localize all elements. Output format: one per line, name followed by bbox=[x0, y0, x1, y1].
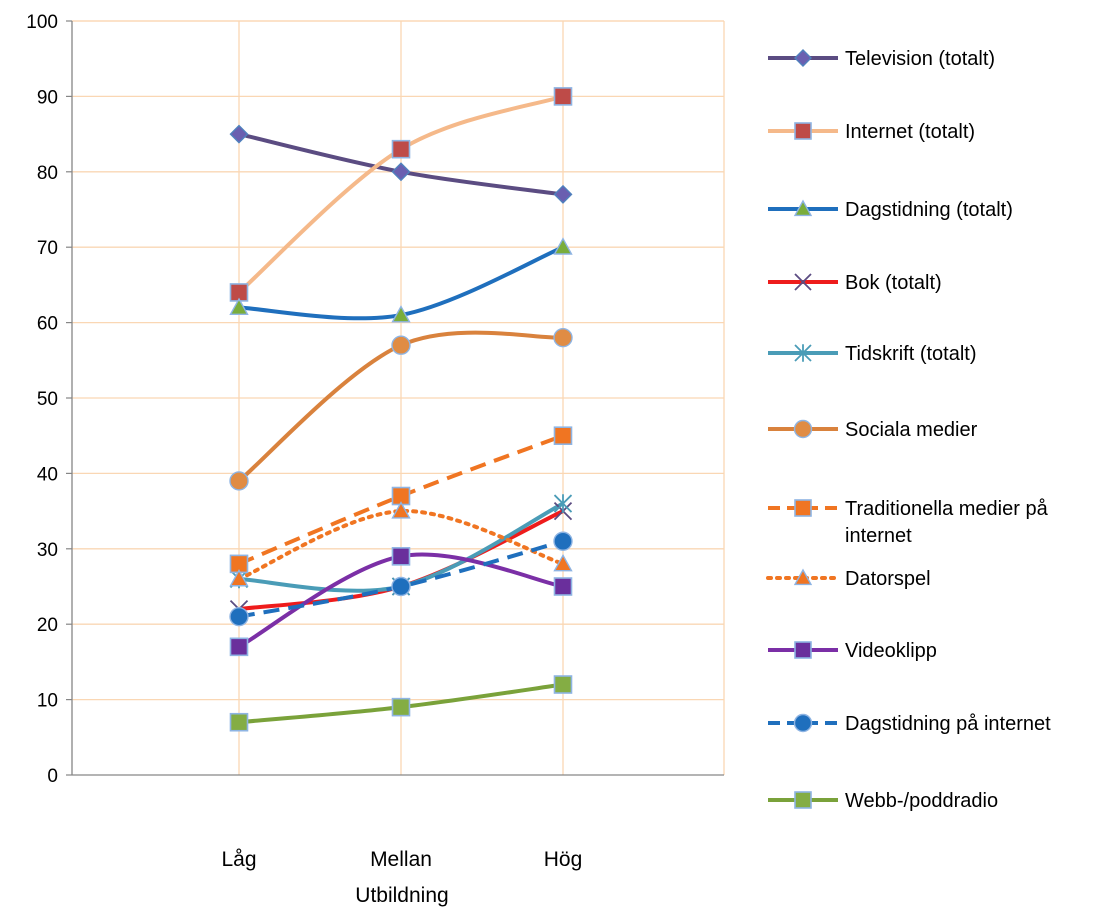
legend-label: Dagstidning (totalt) bbox=[845, 199, 1013, 221]
data-point bbox=[391, 501, 411, 519]
legend-marker bbox=[794, 641, 812, 659]
data-point bbox=[553, 327, 573, 348]
data-point bbox=[553, 494, 573, 513]
x-axis-title: Utbildning bbox=[355, 884, 448, 907]
y-tick-label: 20 bbox=[37, 615, 58, 636]
y-tick-label: 40 bbox=[37, 464, 58, 485]
data-point bbox=[553, 237, 573, 255]
legend-marker bbox=[794, 49, 812, 67]
y-tick-label: 80 bbox=[37, 163, 58, 184]
data-point bbox=[391, 139, 411, 159]
data-point bbox=[553, 426, 573, 446]
legend-label: Television (totalt) bbox=[845, 48, 995, 70]
y-tick-label: 0 bbox=[47, 766, 58, 787]
data-point bbox=[229, 297, 249, 316]
y-tick-label: 60 bbox=[37, 314, 58, 335]
legend-label: Dagstidning på internet bbox=[845, 713, 1051, 735]
legend-label: Internet (totalt) bbox=[845, 121, 975, 143]
data-point bbox=[391, 547, 411, 566]
legend-marker bbox=[794, 499, 812, 517]
data-point bbox=[391, 305, 411, 323]
data-point bbox=[391, 162, 411, 182]
x-tick-label: Hög bbox=[544, 848, 583, 871]
y-tick-label: 10 bbox=[37, 691, 58, 712]
data-point bbox=[553, 577, 573, 596]
legend-marker bbox=[793, 419, 813, 439]
data-point bbox=[229, 471, 249, 491]
legend-label: Tidskrift (totalt) bbox=[845, 343, 977, 365]
legend-label: Webb-/poddradio bbox=[845, 790, 998, 812]
legend-marker bbox=[794, 273, 812, 291]
legend-label: Traditionella medier på internet bbox=[845, 498, 1049, 547]
data-point bbox=[553, 675, 573, 694]
y-tick-label: 100 bbox=[26, 12, 58, 33]
data-point bbox=[553, 184, 573, 204]
legend-marker bbox=[793, 199, 813, 217]
data-point bbox=[229, 637, 249, 657]
axis-labels: Utbildning 0 10 20 30 40 50 60 70 80 90 100 Låg Mell… bbox=[26, 12, 582, 907]
y-tick-label: 30 bbox=[37, 540, 58, 561]
axes bbox=[66, 20, 724, 776]
y-tick-label: 50 bbox=[37, 389, 58, 410]
data-point bbox=[229, 569, 249, 587]
legend-label: Bok (totalt) bbox=[845, 272, 942, 294]
legend-label: Sociala medier bbox=[845, 419, 978, 441]
series-markers bbox=[229, 87, 573, 732]
data-point bbox=[553, 87, 573, 106]
data-point bbox=[391, 697, 411, 717]
data-point bbox=[229, 606, 249, 627]
data-point bbox=[391, 335, 411, 355]
y-tick-label: 90 bbox=[37, 87, 58, 108]
legend-marker bbox=[794, 791, 812, 809]
legend-marker bbox=[793, 568, 813, 586]
data-point bbox=[553, 531, 573, 551]
data-point bbox=[553, 553, 573, 572]
y-tick-label: 70 bbox=[37, 238, 58, 259]
series-line bbox=[237, 509, 565, 581]
data-point bbox=[229, 712, 249, 732]
gridlines bbox=[72, 20, 725, 775]
legend-marker bbox=[794, 344, 812, 362]
data-point bbox=[229, 124, 249, 144]
legend-label: Datorspel bbox=[845, 568, 931, 590]
legend: Television (totalt) Internet (totalt) Dags… bbox=[766, 48, 1051, 812]
x-tick-label: Mellan bbox=[370, 848, 432, 871]
legend-marker bbox=[794, 122, 812, 140]
legend-label: Videoklipp bbox=[845, 640, 937, 662]
data-point bbox=[391, 576, 411, 597]
x-tick-label: Låg bbox=[221, 848, 256, 871]
legend-marker bbox=[793, 713, 813, 733]
